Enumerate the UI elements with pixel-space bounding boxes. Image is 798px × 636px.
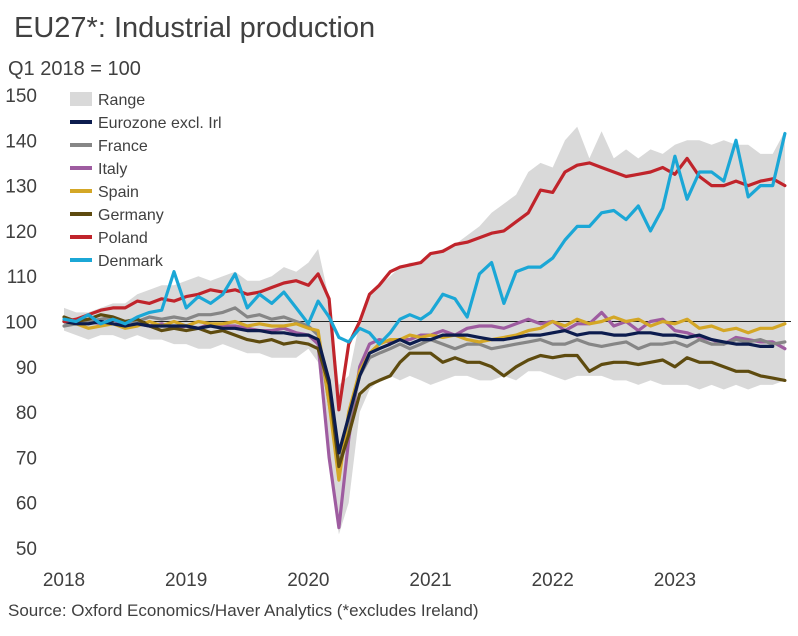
y-tick-label: 140 — [5, 131, 37, 152]
legend-label: Denmark — [98, 253, 164, 270]
legend-label: Eurozone excl. Irl — [98, 115, 222, 132]
y-tick-label: 60 — [16, 494, 37, 515]
series-line-eurozone-excl-irl — [62, 319, 775, 455]
legend-label: Germany — [98, 207, 164, 224]
series-lines-layer — [62, 131, 787, 530]
range-area — [64, 126, 785, 535]
legend-swatch-range — [70, 92, 92, 106]
y-tick-label: 130 — [5, 177, 37, 198]
legend-label: Spain — [98, 184, 139, 201]
x-tick-label: 2020 — [287, 570, 329, 591]
legend-label: Italy — [98, 161, 127, 178]
legend-label: France — [98, 138, 148, 155]
series-line-germany — [62, 313, 787, 469]
range-area-layer — [64, 126, 785, 535]
y-tick-label: 70 — [16, 448, 37, 469]
x-tick-label: 2019 — [165, 570, 207, 591]
y-axis: 50 60 70 80 90 100 110 120 130 140 150 — [5, 86, 37, 560]
chart-title: EU27*: Industrial production — [14, 12, 376, 44]
legend-label: Range — [98, 92, 145, 109]
legend: Range Eurozone excl. Irl France Italy Spain G… — [70, 92, 222, 270]
x-tick-label: 2023 — [654, 570, 696, 591]
series-line-france — [62, 306, 787, 469]
series-line-poland — [62, 156, 787, 412]
series-line-denmark — [62, 131, 787, 346]
y-tick-label: 90 — [16, 358, 37, 379]
y-tick-label: 120 — [5, 222, 37, 243]
x-axis: 2018 2019 2020 2021 2022 2023 — [43, 570, 696, 591]
y-tick-label: 110 — [7, 267, 37, 288]
x-tick-label: 2018 — [43, 570, 85, 591]
y-tick-label: 150 — [5, 86, 37, 107]
chart-source: Source: Oxford Economics/Haver Analytics… — [8, 601, 479, 620]
x-tick-label: 2022 — [532, 570, 574, 591]
y-tick-label: 80 — [16, 403, 37, 424]
y-tick-label: 100 — [5, 313, 37, 334]
x-tick-label: 2021 — [409, 570, 451, 591]
y-tick-label: 50 — [16, 539, 37, 560]
legend-label: Poland — [98, 230, 148, 247]
chart-subtitle: Q1 2018 = 100 — [8, 58, 141, 80]
